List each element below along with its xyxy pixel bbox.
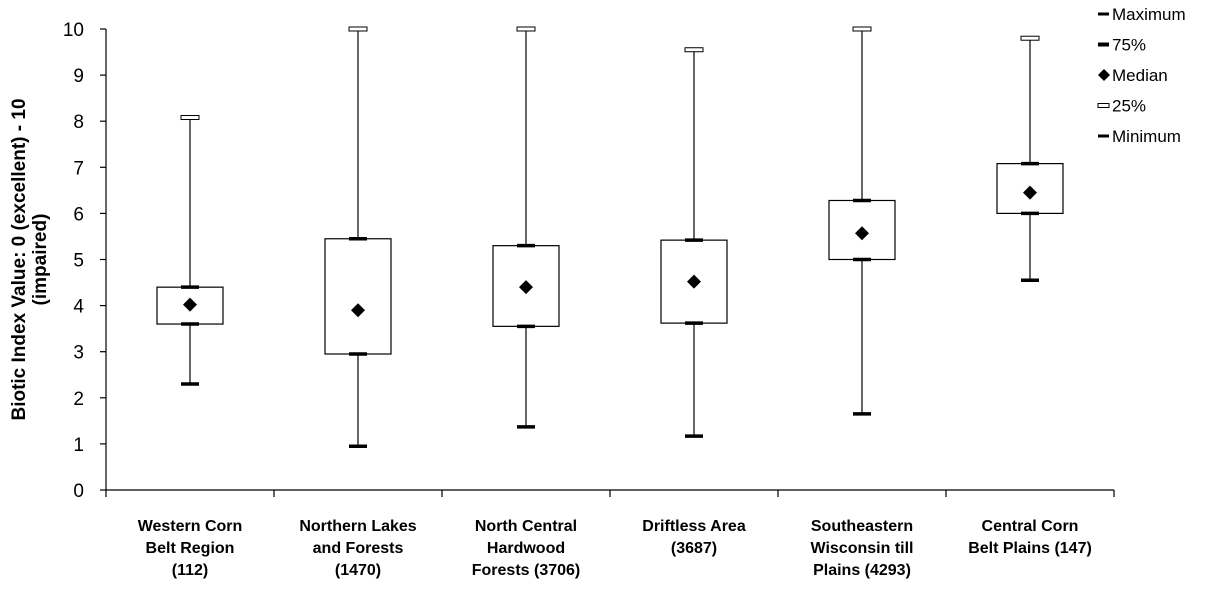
legend-diamond-icon (1098, 69, 1110, 81)
category-labels: Western Corn Belt Region (112) Northern Lak… (138, 518, 1092, 579)
y-tick-label: 2 (73, 389, 84, 410)
category-label: Driftless Area (642, 518, 746, 535)
category-label: North Central (475, 518, 577, 535)
iqr-box (324, 238, 392, 355)
legend-item: 25% (1097, 97, 1146, 116)
legend-label: Median (1112, 66, 1168, 85)
legend: Maximum 75% Median 25% Minimum (1097, 5, 1186, 146)
category-label: Wisconsin till (811, 540, 914, 557)
y-axis: 0 1 2 3 4 5 6 7 8 9 10 (63, 20, 107, 502)
box-group (324, 26, 392, 448)
legend-label: 25% (1112, 97, 1146, 116)
category-label: Belt Region (146, 540, 235, 557)
max-marker (1020, 35, 1040, 41)
y-tick-label: 9 (73, 66, 84, 87)
median-marker (1023, 185, 1037, 200)
legend-label: Minimum (1112, 127, 1181, 146)
max-marker (348, 26, 368, 32)
max-marker (180, 115, 200, 121)
median-marker (183, 297, 197, 312)
y-tick-label: 0 (73, 481, 84, 502)
y-axis-title: Biotic Index Value: 0 (excellent) - 10 (i… (9, 98, 51, 420)
box-group (492, 26, 560, 429)
box-group (828, 26, 896, 416)
y-tick-label: 3 (73, 343, 84, 364)
y-tick-label: 7 (73, 158, 84, 179)
box-group (156, 115, 224, 386)
y-tick-label: 8 (73, 112, 84, 133)
legend-open-dash-icon (1097, 103, 1110, 108)
median-marker (855, 226, 869, 241)
max-marker (516, 26, 536, 32)
category-label: Plains (4293) (813, 562, 911, 579)
median-marker (351, 303, 365, 318)
category-label: Forests (3706) (472, 562, 581, 579)
y-tick-label: 4 (73, 297, 84, 318)
category-label: (112) (172, 562, 208, 579)
max-marker (852, 26, 872, 32)
median-marker (687, 274, 701, 289)
median-marker (519, 280, 533, 295)
y-axis-label: Biotic Index Value: 0 (excellent) - 10 (9, 98, 30, 420)
legend-label: Maximum (1112, 5, 1186, 24)
category-label: Hardwood (487, 540, 565, 557)
category-label: Central Corn (982, 518, 1079, 535)
category-label: (1470) (335, 562, 381, 579)
y-tick-label: 6 (73, 204, 84, 225)
category-label: Western Corn (138, 518, 243, 535)
y-tick-label: 1 (73, 435, 84, 456)
y-tick-label: 5 (73, 251, 84, 272)
max-marker (684, 47, 704, 53)
boxes (156, 26, 1064, 448)
legend-item: Maximum (1098, 5, 1186, 24)
category-label: and Forests (313, 540, 404, 557)
box-group (996, 35, 1064, 282)
y-tick-label: 10 (63, 20, 84, 41)
box-group (660, 47, 728, 438)
legend-item: Median (1098, 66, 1168, 85)
legend-item: 75% (1098, 36, 1146, 55)
category-label: Southeastern (811, 518, 913, 535)
y-axis-label: (impaired) (30, 214, 51, 306)
legend-item: Minimum (1098, 127, 1181, 146)
x-axis (105, 489, 1115, 497)
category-label: Northern Lakes (299, 518, 416, 535)
category-label: Belt Plains (147) (968, 540, 1092, 557)
legend-label: 75% (1112, 36, 1146, 55)
category-label: (3687) (671, 540, 717, 557)
